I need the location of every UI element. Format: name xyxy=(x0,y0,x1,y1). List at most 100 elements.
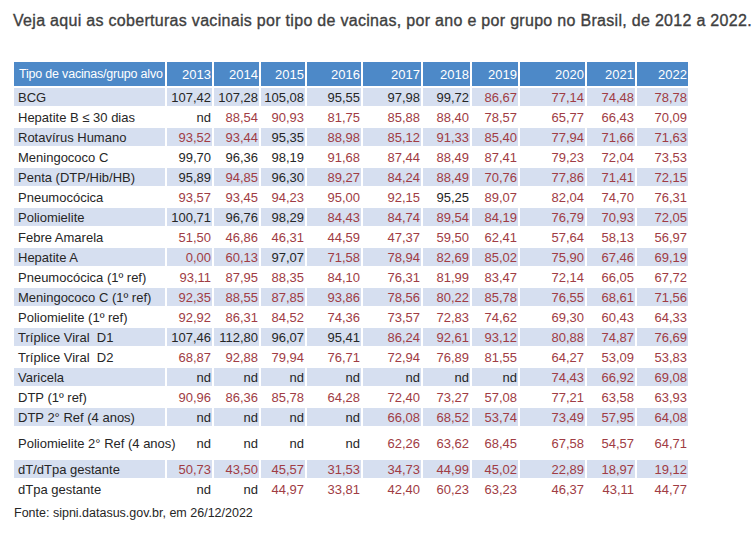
coverage-value: 93,44 xyxy=(214,128,259,146)
coverage-value: 72,94 xyxy=(363,348,421,366)
coverage-value: 96,07 xyxy=(261,328,305,346)
coverage-value: 95,55 xyxy=(307,88,361,106)
page-title: Veja aqui as coberturas vacinais por tip… xyxy=(13,12,752,30)
header-year: 2022 xyxy=(637,62,688,86)
coverage-value: nd xyxy=(167,368,212,386)
vaccine-coverage-table: Tipo de vacinas/grupo alvo20132014201520… xyxy=(14,62,688,498)
coverage-value: 74,87 xyxy=(587,328,635,346)
header-year: 2021 xyxy=(587,62,635,86)
header-vaccine-type: Tipo de vacinas/grupo alvo xyxy=(14,62,165,86)
header-year: 2018 xyxy=(423,62,470,86)
coverage-value: 76,79 xyxy=(520,208,585,226)
row-label: BCG xyxy=(14,88,165,106)
coverage-value: 72,83 xyxy=(423,308,470,326)
coverage-value: nd xyxy=(261,408,305,426)
coverage-value: 69,30 xyxy=(520,308,585,326)
coverage-value: 92,92 xyxy=(167,308,212,326)
coverage-value: 92,88 xyxy=(214,348,259,366)
coverage-value: 44,77 xyxy=(637,480,688,498)
coverage-value: 74,62 xyxy=(472,308,518,326)
coverage-value: 88,98 xyxy=(307,128,361,146)
coverage-value: 60,43 xyxy=(587,308,635,326)
coverage-value: 19,12 xyxy=(637,460,688,478)
coverage-value: 77,14 xyxy=(520,88,585,106)
coverage-value: 74,48 xyxy=(587,88,635,106)
coverage-value: 43,11 xyxy=(587,480,635,498)
row-label: Tríplice Viral D2 xyxy=(14,348,165,366)
coverage-value: nd xyxy=(214,428,259,458)
coverage-value: 71,63 xyxy=(637,128,688,146)
coverage-value: 77,21 xyxy=(520,388,585,406)
coverage-value: 69,19 xyxy=(637,248,688,266)
coverage-value: 82,69 xyxy=(423,248,470,266)
coverage-value: 95,89 xyxy=(167,168,212,186)
coverage-value: 50,73 xyxy=(167,460,212,478)
coverage-value: 78,94 xyxy=(363,248,421,266)
coverage-value: 95,00 xyxy=(307,188,361,206)
source-note: Fonte: sipni.datasus.gov.br, em 26/12/20… xyxy=(14,506,253,520)
coverage-value: 76,55 xyxy=(520,288,585,306)
coverage-value: 70,09 xyxy=(637,108,688,126)
coverage-value: 44,59 xyxy=(307,228,361,246)
coverage-value: 53,83 xyxy=(637,348,688,366)
coverage-value: 57,08 xyxy=(472,388,518,406)
row-label: Pneumocócica xyxy=(14,188,165,206)
header-year: 2016 xyxy=(307,62,361,86)
coverage-value: 60,13 xyxy=(214,248,259,266)
row-label: Febre Amarela xyxy=(14,228,165,246)
row-label: Penta (DTP/Hib/HB) xyxy=(14,168,165,186)
coverage-value: 89,27 xyxy=(307,168,361,186)
coverage-value: 97,07 xyxy=(261,248,305,266)
coverage-value: 44,97 xyxy=(261,480,305,498)
coverage-value: 79,23 xyxy=(520,148,585,166)
coverage-value: 66,08 xyxy=(363,408,421,426)
coverage-value: 71,58 xyxy=(307,248,361,266)
coverage-value: 92,61 xyxy=(423,328,470,346)
coverage-value: 81,75 xyxy=(307,108,361,126)
coverage-value: 96,76 xyxy=(214,208,259,226)
coverage-value: 73,27 xyxy=(423,388,470,406)
coverage-value: 95,35 xyxy=(261,128,305,146)
coverage-value: 57,95 xyxy=(587,408,635,426)
coverage-value: 71,66 xyxy=(587,128,635,146)
coverage-value: nd xyxy=(167,428,212,458)
coverage-value: 62,41 xyxy=(472,228,518,246)
coverage-value: nd xyxy=(472,368,518,386)
coverage-value: 98,29 xyxy=(261,208,305,226)
coverage-value: 51,50 xyxy=(167,228,212,246)
coverage-value: 76,69 xyxy=(637,328,688,346)
coverage-value: 107,28 xyxy=(214,88,259,106)
coverage-value: 43,50 xyxy=(214,460,259,478)
coverage-value: 68,61 xyxy=(587,288,635,306)
row-label: Rotavírus Humano xyxy=(14,128,165,146)
coverage-value: 74,36 xyxy=(307,308,361,326)
header-year: 2015 xyxy=(261,62,305,86)
coverage-value: nd xyxy=(214,480,259,498)
coverage-value: 46,86 xyxy=(214,228,259,246)
coverage-value: 97,98 xyxy=(363,88,421,106)
coverage-value: 63,62 xyxy=(423,428,470,458)
coverage-value: 100,71 xyxy=(167,208,212,226)
coverage-value: nd xyxy=(167,480,212,498)
coverage-value: 33,81 xyxy=(307,480,361,498)
coverage-value: 64,33 xyxy=(637,308,688,326)
coverage-value: 92,15 xyxy=(363,188,421,206)
coverage-value: 64,08 xyxy=(637,408,688,426)
coverage-value: 63,23 xyxy=(472,480,518,498)
header-year: 2017 xyxy=(363,62,421,86)
coverage-value: 0,00 xyxy=(167,248,212,266)
header-year: 2020 xyxy=(520,62,585,86)
coverage-value: 90,96 xyxy=(167,388,212,406)
coverage-value: 81,55 xyxy=(472,348,518,366)
coverage-value: 72,40 xyxy=(363,388,421,406)
coverage-value: 60,23 xyxy=(423,480,470,498)
coverage-value: nd xyxy=(307,408,361,426)
coverage-value: 93,11 xyxy=(167,268,212,286)
coverage-value: nd xyxy=(307,428,361,458)
coverage-value: 73,49 xyxy=(520,408,585,426)
coverage-value: 59,50 xyxy=(423,228,470,246)
header-year: 2013 xyxy=(167,62,212,86)
coverage-value: 66,92 xyxy=(587,368,635,386)
coverage-value: 68,45 xyxy=(472,428,518,458)
coverage-value: 66,43 xyxy=(587,108,635,126)
